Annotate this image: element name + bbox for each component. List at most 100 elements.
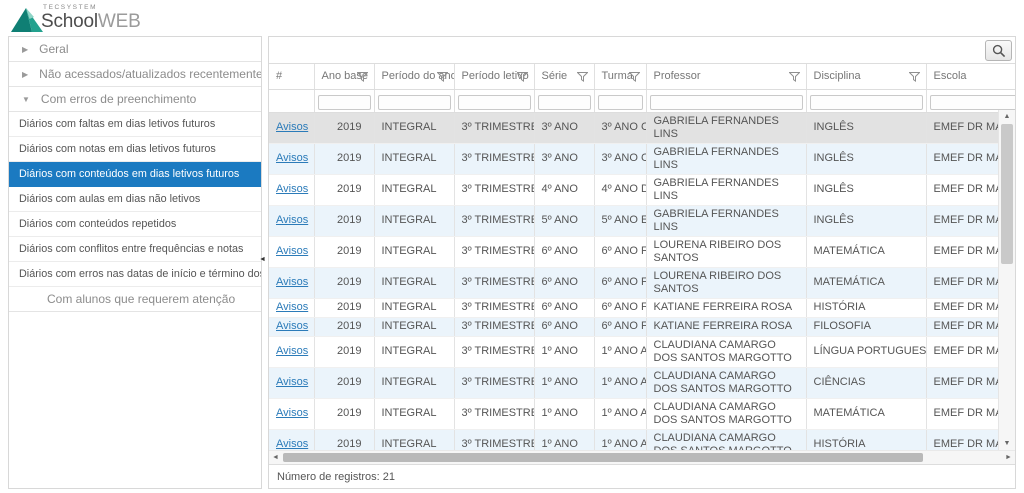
column-label: Período letivo [461, 70, 529, 83]
cell-periodo-letivo: 3º TRIMESTRE [454, 298, 535, 318]
cell-serie: 3º ANO [534, 112, 595, 144]
vertical-scrollbar[interactable]: ▲ ▼ [998, 110, 1015, 450]
cell-avisos: Avisos [269, 336, 315, 368]
scroll-left-icon[interactable]: ◄ [272, 454, 279, 461]
sidebar-section[interactable]: ▼ Com erros de preenchimento [9, 87, 261, 112]
avisos-link[interactable]: Avisos [276, 121, 309, 133]
avisos-link[interactable]: Avisos [276, 183, 309, 195]
filter-cell-hash [269, 89, 315, 113]
cell-avisos: Avisos [269, 367, 315, 399]
cell-professor: GABRIELA FERNANDES LINS [646, 205, 807, 237]
cell-avisos: Avisos [269, 205, 315, 237]
column-label: Disciplina [813, 70, 861, 83]
table-row: Avisos 2019 INTEGRAL 3º TRIMESTRE 3º ANO 3º A… [269, 143, 1015, 175]
avisos-link[interactable]: Avisos [276, 276, 309, 288]
cell-ano-base: 2019 [314, 298, 375, 318]
sidebar-collapse-icon[interactable]: ◄ [259, 256, 266, 263]
sidebar-item[interactable]: Diários com conteúdos repetidos [9, 212, 261, 237]
scroll-right-icon[interactable]: ► [1005, 454, 1012, 461]
filter-input-ano_base[interactable] [317, 94, 371, 110]
cell-serie: 1º ANO [534, 398, 595, 430]
cell-periodo-letivo: 3º TRIMESTRE [454, 317, 535, 337]
cell-disciplina: MATEMÁTICA [806, 398, 927, 430]
vertical-scroll-thumb[interactable] [1001, 124, 1013, 264]
tecsystem-logo-icon [11, 8, 43, 32]
column-header-hash[interactable]: # [269, 64, 315, 90]
filter-cell-turma [594, 89, 647, 113]
column-label: Ano base [321, 70, 368, 83]
avisos-link[interactable]: Avisos [276, 345, 309, 357]
sidebar-section[interactable]: ▶ Não acessados/atualizados recentemente [9, 62, 261, 87]
avisos-link[interactable]: Avisos [276, 407, 309, 419]
cell-disciplina: MATEMÁTICA [806, 267, 927, 299]
chevron-right-icon: ▶ [22, 44, 29, 54]
sidebar-section[interactable]: ▶ Geral [9, 37, 261, 62]
filter-funnel-icon[interactable] [515, 72, 529, 85]
cell-avisos: Avisos [269, 398, 315, 430]
cell-disciplina: FILOSOFIA [806, 317, 927, 337]
table-row: Avisos 2019 INTEGRAL 3º TRIMESTRE 1º ANO 1º A… [269, 429, 1015, 450]
filter-input-periodo_do_ano[interactable] [377, 94, 451, 110]
column-header-ano_base[interactable]: Ano base [314, 64, 375, 90]
column-header-turma[interactable]: Turma [594, 64, 647, 90]
filter-input-periodo_letivo[interactable] [457, 94, 531, 110]
cell-periodo-do-ano: INTEGRAL [374, 317, 455, 337]
sidebar-section-label: Não acessados/atualizados recentemente [39, 67, 261, 81]
sidebar-item[interactable]: Diários com erros nas datas de início e … [9, 262, 261, 287]
filter-cell-professor [646, 89, 807, 113]
cell-ano-base: 2019 [314, 267, 375, 299]
horizontal-scroll-thumb[interactable] [283, 453, 923, 462]
search-button[interactable] [985, 40, 1012, 61]
cell-avisos: Avisos [269, 298, 315, 318]
cell-periodo-letivo: 3º TRIMESTRE [454, 236, 535, 268]
filter-input-escola[interactable] [929, 94, 1015, 110]
filter-funnel-icon[interactable] [435, 72, 449, 85]
avisos-link[interactable]: Avisos [276, 301, 309, 313]
avisos-link[interactable]: Avisos [276, 214, 309, 226]
scroll-up-icon[interactable]: ▲ [1003, 113, 1011, 120]
sidebar-item[interactable]: Diários com conteúdos em dias letivos fu… [9, 162, 261, 187]
sidebar-item[interactable]: Diários com notas em dias letivos futuro… [9, 137, 261, 162]
avisos-link[interactable]: Avisos [276, 438, 309, 450]
avisos-link[interactable]: Avisos [276, 320, 309, 332]
cell-avisos: Avisos [269, 143, 315, 175]
column-header-serie[interactable]: Série [534, 64, 595, 90]
sidebar-item[interactable]: Diários com faltas em dias letivos futur… [9, 112, 261, 137]
column-header-disciplina[interactable]: Disciplina [806, 64, 927, 90]
sidebar-section-bottom[interactable]: Com alunos que requerem atenção [9, 287, 261, 312]
filter-input-serie[interactable] [537, 94, 591, 110]
filter-cell-ano_base [314, 89, 375, 113]
filter-input-turma[interactable] [597, 94, 643, 110]
column-header-periodo_letivo[interactable]: Período letivo [454, 64, 535, 90]
filter-funnel-icon[interactable] [787, 72, 801, 85]
cell-disciplina: MATEMÁTICA [806, 236, 927, 268]
avisos-link[interactable]: Avisos [276, 376, 309, 388]
filter-cell-periodo_do_ano [374, 89, 455, 113]
table-row: Avisos 2019 INTEGRAL 3º TRIMESTRE 6º ANO 6º A… [269, 317, 1015, 337]
sidebar-nav: ▶ Geral ▶ Não acessados/atualizados recente… [9, 37, 261, 312]
cell-ano-base: 2019 [314, 367, 375, 399]
sidebar-item[interactable]: Diários com conflitos entre frequências … [9, 237, 261, 262]
filter-input-disciplina[interactable] [809, 94, 923, 110]
avisos-link[interactable]: Avisos [276, 245, 309, 257]
column-header-escola[interactable]: Escola [926, 64, 1015, 90]
scroll-down-icon[interactable]: ▼ [1003, 440, 1011, 447]
sidebar-item[interactable]: Diários com aulas em dias não letivos [9, 187, 261, 212]
filter-funnel-icon[interactable] [907, 72, 921, 85]
filter-funnel-icon[interactable] [575, 72, 589, 85]
table-row: Avisos 2019 INTEGRAL 3º TRIMESTRE 6º ANO 6º A… [269, 298, 1015, 318]
chevron-right-icon: ▶ [22, 69, 29, 79]
filter-input-professor[interactable] [649, 94, 803, 110]
cell-disciplina: CIÊNCIAS [806, 367, 927, 399]
column-header-professor[interactable]: Professor [646, 64, 807, 90]
cell-professor: CLAUDIANA CAMARGO DOS SANTOS MARGOTTO [646, 398, 807, 430]
cell-professor: CLAUDIANA CAMARGO DOS SANTOS MARGOTTO [646, 429, 807, 450]
column-header-periodo_do_ano[interactable]: Período do ano [374, 64, 455, 90]
cell-periodo-do-ano: INTEGRAL [374, 298, 455, 318]
horizontal-scrollbar[interactable]: ◄ ► [269, 450, 1015, 464]
data-grid: # Ano base Período do ano Período letivo Sér… [269, 63, 1015, 450]
avisos-link[interactable]: Avisos [276, 152, 309, 164]
app-logo: Tecsystem SchoolWEB [10, 3, 141, 33]
filter-funnel-icon[interactable] [627, 72, 641, 85]
filter-funnel-icon[interactable] [355, 72, 369, 85]
